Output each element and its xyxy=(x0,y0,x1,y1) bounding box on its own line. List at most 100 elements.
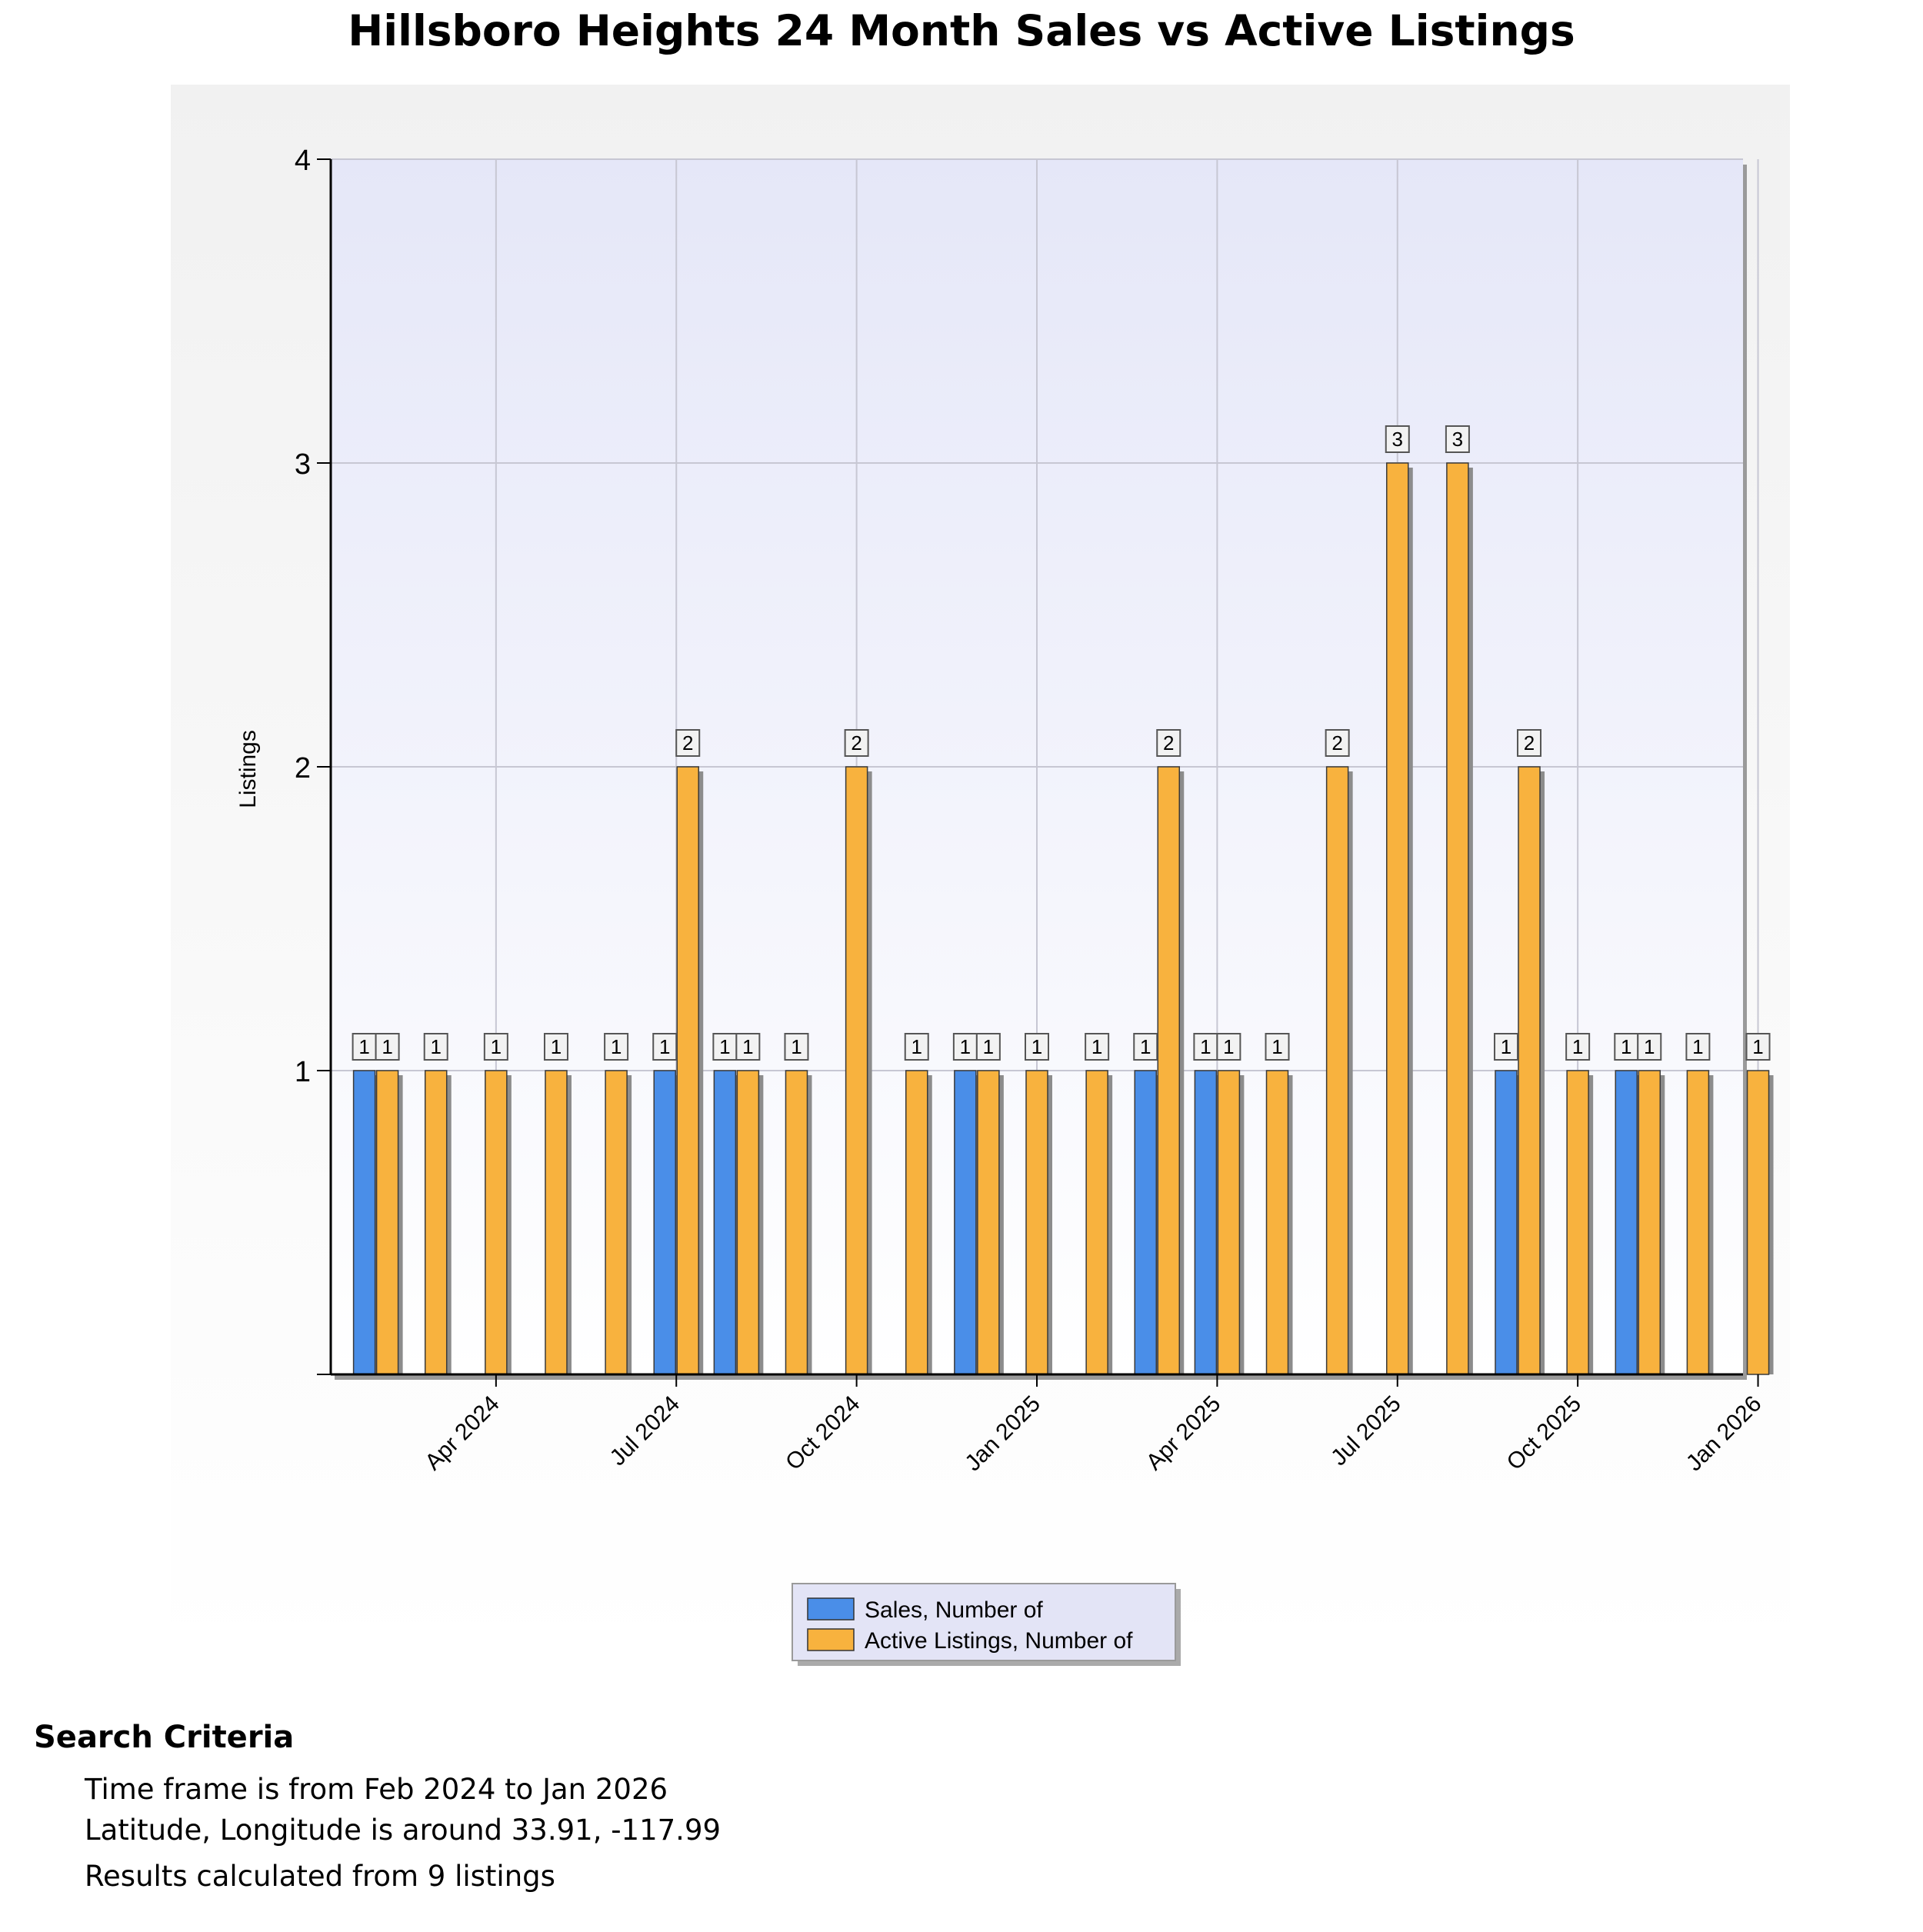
sales-bar-label: 1 xyxy=(1621,1035,1631,1058)
y-axis-title: Listings xyxy=(235,730,261,808)
active-bar xyxy=(1217,1070,1241,1375)
sales-bar-label-box xyxy=(652,1033,678,1061)
active-bar xyxy=(605,1070,628,1375)
active-bar-label-box xyxy=(483,1033,508,1061)
active-bar-label: 1 xyxy=(382,1035,392,1058)
active-bar-label: 2 xyxy=(1163,731,1174,754)
sales-bar-label: 1 xyxy=(659,1035,670,1058)
active-bar-label-box xyxy=(604,1033,629,1061)
y-tick-label: 3 xyxy=(295,448,311,481)
active-bar-label-box xyxy=(1265,1033,1290,1061)
legend-entry: Sales, Number of xyxy=(865,1597,1043,1623)
active-bar-label: 1 xyxy=(1223,1035,1234,1058)
sales-bar-label: 1 xyxy=(960,1035,971,1058)
active-bar xyxy=(736,1070,760,1375)
active-bar-label-box xyxy=(975,1033,1001,1061)
sales-bar-label-box xyxy=(952,1033,978,1061)
active-bar-label-box xyxy=(1745,1033,1771,1061)
active-bar-label: 3 xyxy=(1452,428,1463,451)
active-bar xyxy=(1638,1070,1661,1375)
active-bar-label-box xyxy=(784,1033,809,1061)
active-bar xyxy=(1518,766,1541,1375)
sales-bar xyxy=(954,1070,977,1375)
chart-title: Hillsboro Heights 24 Month Sales vs Acti… xyxy=(348,6,1575,55)
active-bar-label: 1 xyxy=(791,1035,802,1058)
legend-entry: Active Listings, Number of xyxy=(865,1628,1133,1654)
active-bar-label: 3 xyxy=(1392,428,1403,451)
sales-bar-label-box xyxy=(352,1033,377,1061)
active-bar-label: 2 xyxy=(682,731,693,754)
active-bar-label-box xyxy=(904,1033,929,1061)
sales-bar xyxy=(1134,1070,1158,1375)
active-bar xyxy=(1446,462,1469,1375)
active-bar xyxy=(977,1070,1000,1375)
active-bar-label: 2 xyxy=(1331,731,1342,754)
sales-bar-label: 1 xyxy=(1140,1035,1151,1058)
active-bar-label: 1 xyxy=(1752,1035,1763,1058)
active-bar xyxy=(1686,1070,1710,1375)
sales-bar-label-box xyxy=(1133,1033,1158,1061)
active-bar-label-box xyxy=(1385,425,1410,453)
criteria-time-frame: Time frame is from Feb 2024 to Jan 2026 xyxy=(85,1773,668,1806)
active-bar xyxy=(1325,766,1349,1375)
sales-bar xyxy=(1495,1070,1518,1375)
active-bar xyxy=(785,1070,808,1375)
active-bar xyxy=(676,766,699,1375)
active-bar xyxy=(1025,1070,1048,1375)
active-bar-label: 1 xyxy=(1031,1035,1042,1058)
sales-bar-label: 1 xyxy=(1501,1035,1511,1058)
active-bar-label: 1 xyxy=(983,1035,994,1058)
y-tick-label: 1 xyxy=(295,1056,311,1088)
active-bar-label-box xyxy=(1637,1033,1662,1061)
active-bar xyxy=(1265,1070,1289,1375)
active-bar xyxy=(1746,1070,1770,1375)
active-bar-label: 2 xyxy=(851,731,862,754)
active-bar-label-box xyxy=(1025,1033,1049,1061)
active-bar-label-box xyxy=(1156,729,1181,757)
sales-bar-label-box xyxy=(1614,1033,1639,1061)
active-bar-label: 1 xyxy=(491,1035,502,1058)
active-bar-label-box xyxy=(735,1033,761,1061)
active-bar-label-box xyxy=(543,1033,568,1061)
active-bar-label-box xyxy=(1565,1033,1591,1061)
sales-bar-label-box xyxy=(1494,1033,1519,1061)
active-bar-label: 1 xyxy=(912,1035,922,1058)
active-bar xyxy=(375,1070,399,1375)
active-bar-label-box xyxy=(844,729,869,757)
active-bar xyxy=(905,1070,928,1375)
active-bar-label-box xyxy=(675,729,701,757)
sales-bar xyxy=(653,1070,676,1375)
active-bar-label: 1 xyxy=(1091,1035,1102,1058)
active-bar xyxy=(1386,462,1409,1375)
active-bar-label-box xyxy=(1085,1033,1110,1061)
sales-bar xyxy=(352,1070,376,1375)
criteria-lat-long: Latitude, Longitude is around 33.91, -11… xyxy=(85,1814,722,1847)
y-tick-label: 2 xyxy=(295,752,311,784)
active-bar-label-box xyxy=(375,1033,400,1061)
active-bar-label-box xyxy=(423,1033,448,1061)
sales-bar-label-box xyxy=(1193,1033,1218,1061)
active-bar-label: 1 xyxy=(611,1035,622,1058)
sales-bar-label: 1 xyxy=(1200,1035,1211,1058)
active-bar xyxy=(1566,1070,1589,1375)
active-bar xyxy=(485,1070,508,1375)
legend-swatch xyxy=(807,1597,855,1621)
criteria-listing-count: Results calculated from 9 listings xyxy=(85,1860,555,1893)
active-bar xyxy=(545,1070,568,1375)
active-bar-label: 1 xyxy=(551,1035,562,1058)
sales-bar xyxy=(1615,1070,1638,1375)
active-bar-label: 1 xyxy=(1572,1035,1583,1058)
active-bar xyxy=(424,1070,448,1375)
search-criteria-heading: Search Criteria xyxy=(34,1720,295,1755)
sales-bar-label: 1 xyxy=(358,1035,369,1058)
active-bar-label-box xyxy=(1445,425,1470,453)
sales-bar-label: 1 xyxy=(719,1035,730,1058)
active-bar xyxy=(845,766,868,1375)
active-bar-label: 1 xyxy=(1644,1035,1655,1058)
sales-bar xyxy=(1194,1070,1218,1375)
active-bar-label-box xyxy=(1685,1033,1711,1061)
active-bar-label-box xyxy=(1216,1033,1241,1061)
active-bar-label: 1 xyxy=(742,1035,753,1058)
active-bar-label: 1 xyxy=(1271,1035,1282,1058)
